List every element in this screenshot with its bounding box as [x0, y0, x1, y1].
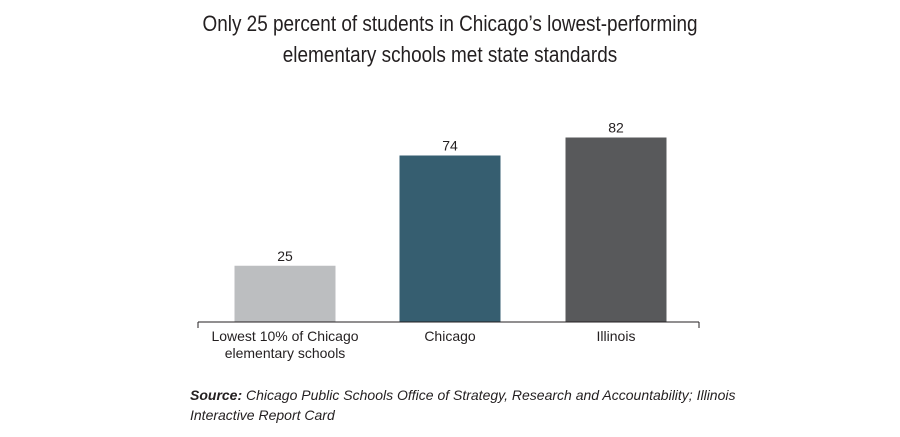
data-label-1: 25 — [277, 248, 293, 264]
data-label-2: 74 — [442, 138, 458, 154]
data-label-3: 82 — [608, 120, 624, 136]
category-label-2: Chicago — [424, 328, 476, 344]
bars-group — [234, 137, 667, 322]
source-label: Source: — [190, 387, 243, 403]
bar-3 — [565, 137, 667, 322]
bar-1 — [234, 265, 336, 322]
source-text: Chicago Public Schools Office of Strateg… — [190, 387, 736, 423]
source-note: Source: Chicago Public Schools Office of… — [190, 385, 750, 425]
chart-title-line-2: elementary schools met state standards — [282, 42, 618, 67]
chart-title-line-1: Only 25 percent of students in Chicago’s… — [202, 11, 698, 36]
category-label-3: Illinois — [597, 328, 636, 344]
chart-title: Only 25 percent of students in Chicago’s… — [63, 8, 837, 70]
category-label-1-line-2: elementary schools — [225, 345, 346, 361]
category-label-1-line-1: Lowest 10% of Chicago — [211, 328, 358, 344]
bar-2 — [399, 155, 501, 322]
data-labels-group: 25 74 82 — [277, 120, 624, 264]
